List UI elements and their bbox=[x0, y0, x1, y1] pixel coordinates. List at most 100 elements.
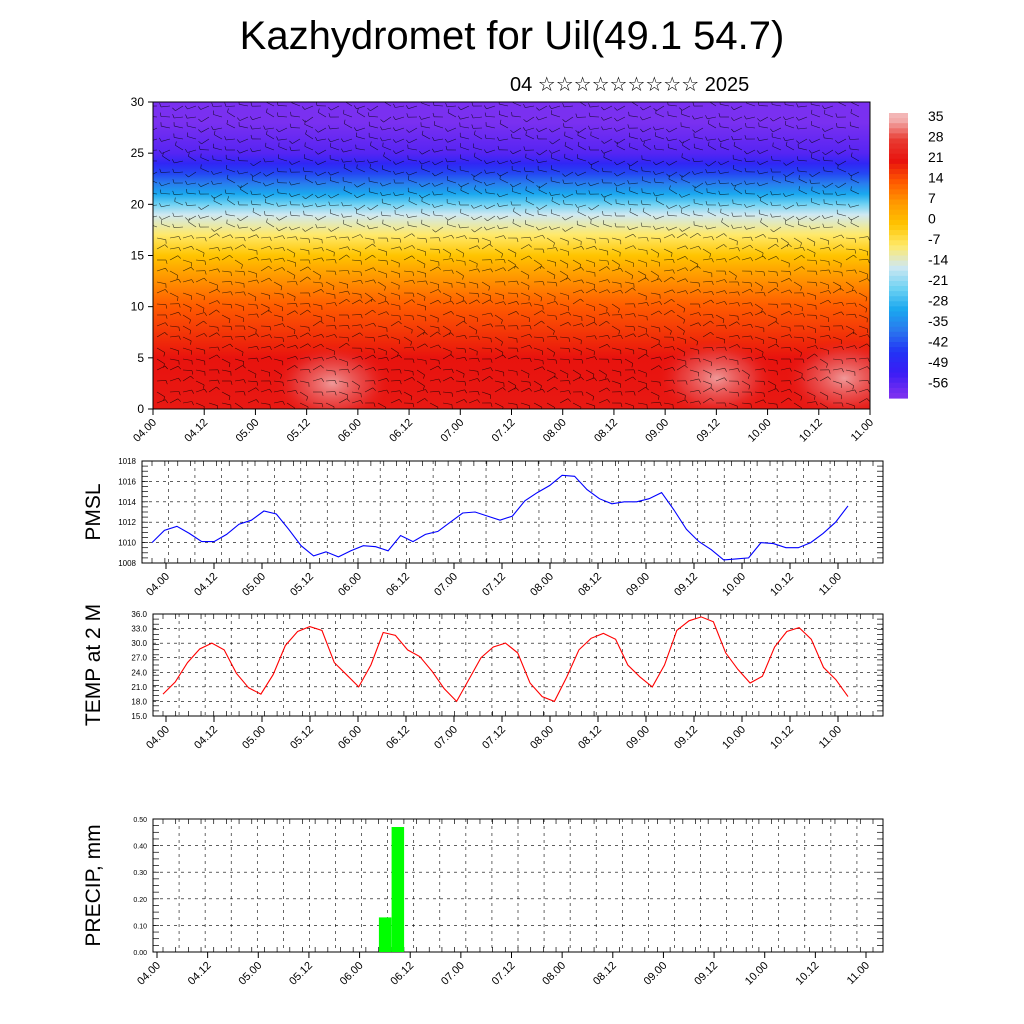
wind-barb-flag bbox=[147, 147, 148, 151]
wind-barb bbox=[858, 334, 868, 338]
colorbar-swatch bbox=[889, 321, 908, 328]
wind-barb-flag bbox=[529, 382, 531, 387]
wind-barb bbox=[767, 388, 777, 393]
wind-barb bbox=[694, 202, 704, 206]
wind-barb bbox=[676, 267, 686, 272]
wind-barb bbox=[408, 225, 418, 228]
wind-barb bbox=[338, 398, 348, 404]
wind-barb bbox=[446, 105, 457, 108]
wind-barb-flag bbox=[867, 357, 870, 362]
wind-barb-flag bbox=[198, 145, 201, 150]
wind-barb-flag bbox=[496, 215, 500, 220]
wind-barb-flag bbox=[789, 347, 792, 352]
wind-barb bbox=[377, 292, 387, 298]
wind-barb bbox=[629, 168, 639, 173]
wind-barb-flag bbox=[321, 391, 324, 396]
wind-barb bbox=[676, 303, 685, 309]
wind-barb-flag bbox=[744, 135, 747, 140]
wind-barb-flag bbox=[346, 342, 350, 346]
wind-barb-flag bbox=[451, 392, 453, 397]
y-axis-label: PMSL bbox=[82, 483, 105, 540]
wind-barb-flag bbox=[577, 141, 580, 146]
wind-barb-flag bbox=[147, 112, 148, 116]
wind-barb bbox=[351, 248, 361, 253]
x-tick-label: 04.12 bbox=[192, 571, 220, 599]
edge-ticks bbox=[153, 818, 883, 953]
wind-barb-flag bbox=[367, 225, 370, 230]
wind-barb bbox=[409, 127, 418, 133]
wind-barb-flag bbox=[392, 127, 396, 131]
wind-barb-flag bbox=[306, 396, 308, 401]
wind-barb bbox=[175, 105, 184, 111]
wind-barb bbox=[416, 270, 426, 274]
wind-barb-flag bbox=[197, 183, 202, 187]
wind-barb bbox=[759, 182, 769, 187]
wind-barb bbox=[446, 160, 457, 163]
wind-barb-flag bbox=[659, 402, 662, 407]
wind-barb bbox=[175, 145, 184, 151]
wind-barb-flag bbox=[667, 102, 669, 105]
wind-barb-flag bbox=[525, 174, 528, 179]
wind-barb bbox=[408, 105, 418, 109]
wind-barb bbox=[214, 226, 223, 232]
wind-barb-flag bbox=[633, 333, 637, 338]
wind-barb bbox=[364, 387, 374, 393]
wind-barb bbox=[512, 115, 522, 118]
wind-barb-flag bbox=[438, 344, 442, 349]
wind-barb-flag bbox=[172, 190, 175, 195]
wind-barb-flag bbox=[425, 238, 427, 243]
wind-barb-flag bbox=[347, 325, 350, 330]
wind-barb bbox=[811, 226, 821, 230]
wind-barb bbox=[837, 102, 847, 107]
wind-barb bbox=[390, 303, 400, 307]
wind-barb-flag bbox=[185, 148, 188, 153]
wind-barb bbox=[733, 226, 743, 229]
wind-barb bbox=[494, 259, 505, 261]
wind-barb bbox=[681, 179, 691, 184]
wind-barb-flag bbox=[796, 216, 800, 221]
wind-barb bbox=[251, 193, 262, 195]
y-tick-label: 1018 bbox=[118, 457, 136, 466]
wind-barb-flag bbox=[165, 268, 169, 272]
wind-barb-flag bbox=[815, 345, 818, 350]
wind-barb bbox=[251, 204, 262, 206]
wind-barb-flag bbox=[341, 148, 344, 153]
wind-barb-flag bbox=[815, 260, 818, 265]
wind-barb-flag bbox=[269, 404, 271, 409]
wind-barb-flag bbox=[867, 236, 870, 241]
temp-series bbox=[162, 616, 849, 703]
wind-barb-flag bbox=[828, 269, 831, 274]
wind-barb-flag bbox=[785, 141, 788, 146]
wind-barb-flag bbox=[668, 175, 670, 180]
wind-barb-flag bbox=[692, 102, 695, 107]
wind-barb bbox=[838, 160, 847, 166]
wind-barb-flag bbox=[158, 150, 162, 154]
wind-barb-flag bbox=[464, 335, 467, 340]
wind-barb bbox=[169, 247, 179, 250]
wind-barb bbox=[486, 226, 496, 231]
wind-barb-flag bbox=[497, 202, 500, 207]
wind-barb-flag bbox=[289, 168, 292, 173]
wind-barb bbox=[741, 302, 751, 305]
wind-barb bbox=[312, 314, 322, 318]
wind-barb-flag bbox=[289, 123, 292, 128]
wind-barb bbox=[533, 234, 543, 239]
wind-barb bbox=[845, 281, 854, 288]
wind-barb bbox=[395, 105, 405, 108]
wind-barb bbox=[650, 343, 660, 349]
wind-barb-flag bbox=[697, 265, 701, 269]
wind-barb bbox=[798, 224, 808, 228]
wind-barb-flag bbox=[190, 340, 192, 345]
wind-barb-flag bbox=[800, 286, 802, 291]
wind-barb-flag bbox=[828, 326, 831, 331]
wind-barb-flag bbox=[250, 162, 254, 167]
wind-barb bbox=[252, 127, 262, 130]
wind-barb-flag bbox=[750, 324, 753, 329]
wind-barb-flag bbox=[682, 141, 684, 146]
wind-barb-flag bbox=[672, 289, 676, 294]
wind-barb bbox=[221, 369, 231, 372]
wind-barb bbox=[551, 114, 561, 118]
colorbar-label: -49 bbox=[928, 354, 948, 370]
wind-barb bbox=[213, 147, 223, 151]
wind-barb bbox=[442, 311, 452, 316]
